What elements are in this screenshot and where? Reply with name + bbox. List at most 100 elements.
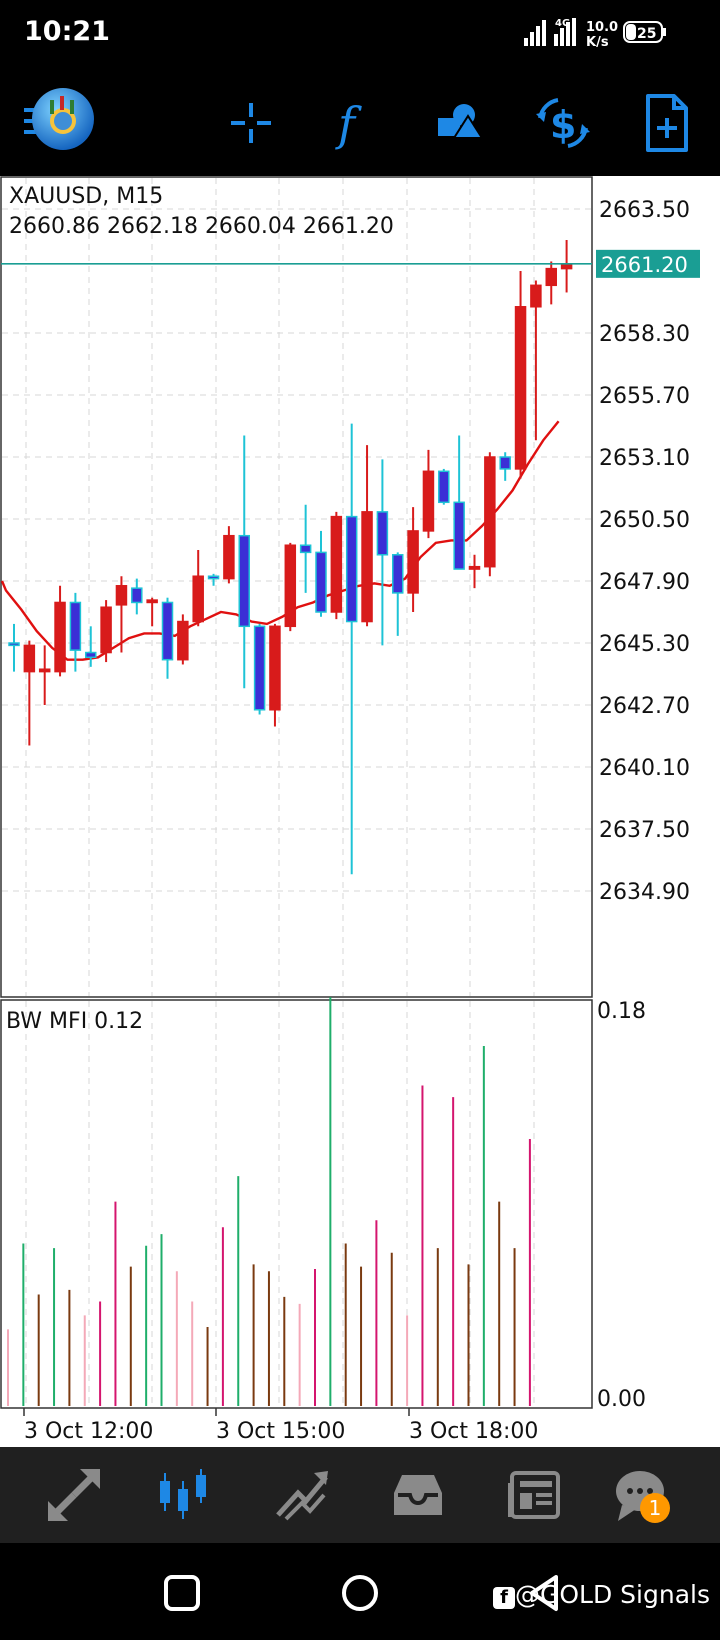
price-axis-label: 2663.50	[599, 198, 690, 223]
candle-body	[131, 587, 143, 604]
candle-body	[330, 515, 343, 613]
add-document-icon[interactable]	[632, 88, 702, 158]
price-axis-label: 2655.70	[599, 384, 690, 409]
battery-level: 25	[637, 26, 656, 42]
candle-body	[192, 575, 204, 623]
candle-body	[376, 511, 389, 556]
speed-unit: K/s	[586, 35, 609, 50]
mfi-bars	[7, 997, 531, 1406]
price-axis-label: 2642.70	[599, 694, 690, 719]
system-nav	[0, 1543, 720, 1640]
indicator-axis-labels: 0.18 0.00	[597, 999, 646, 1412]
indicator-title-text: BW MFI 0.12	[6, 1009, 143, 1034]
chart-area[interactable]: 2663.50 2658.30 2655.70 2653.10 2650.50 2647.…	[0, 176, 720, 1447]
candle-body	[453, 501, 465, 570]
candle-body	[514, 306, 527, 470]
candle-body	[438, 470, 450, 504]
function-icon[interactable]: f	[320, 88, 390, 158]
network-type: 4G	[555, 18, 570, 29]
bottom-nav: 1	[0, 1447, 720, 1543]
indicator-axis-label: 0.18	[597, 999, 646, 1024]
facebook-icon: f	[493, 1587, 515, 1609]
candle-body	[499, 456, 511, 470]
time-axis-label: 3 Oct 15:00	[216, 1419, 345, 1444]
price-axis-label: 2640.10	[599, 756, 690, 781]
candle-body	[361, 511, 373, 623]
svg-text:f: f	[335, 97, 362, 151]
quotes-icon[interactable]	[44, 1465, 104, 1525]
candle-body	[85, 651, 97, 659]
indicator-axis-label: 0.00	[597, 1387, 646, 1412]
candles	[8, 240, 573, 875]
trade-icon[interactable]	[272, 1465, 332, 1525]
candle-body	[238, 534, 250, 628]
chart-svg[interactable]: 2663.50 2658.30 2655.70 2653.10 2650.50 2647.…	[0, 176, 720, 1447]
price-axis-label: 2650.50	[599, 508, 690, 533]
speed-value: 10.0	[586, 20, 618, 35]
signal-icon-1	[524, 20, 546, 46]
objects-icon[interactable]	[424, 88, 494, 158]
app-logo-icon[interactable]	[30, 86, 96, 152]
time-axis-labels: 3 Oct 12:00 3 Oct 15:00 3 Oct 18:00	[23, 1408, 538, 1444]
candle-body	[177, 620, 189, 661]
candle-body	[407, 530, 419, 594]
indicator-pane-frame	[0, 999, 593, 1409]
candle-body	[100, 606, 112, 654]
candle-body	[530, 284, 542, 308]
candle-body	[545, 267, 557, 287]
home-icon[interactable]	[336, 1569, 386, 1619]
price-axis-label: 2647.90	[599, 570, 690, 595]
price-pane-frame	[0, 176, 593, 998]
app-toolbar: f $	[0, 68, 720, 176]
candle-body	[161, 601, 174, 661]
candle-body	[299, 544, 312, 554]
candle-body	[146, 599, 158, 604]
status-time: 10:21	[24, 16, 110, 47]
current-price-tag-text: 2661.20	[601, 253, 688, 277]
watermark: f @GOLD Signals	[493, 1580, 710, 1609]
crosshair-icon[interactable]	[216, 88, 286, 158]
price-axis-label: 2645.30	[599, 632, 690, 657]
candle-body	[253, 625, 266, 711]
time-axis-label: 3 Oct 18:00	[409, 1419, 538, 1444]
candle-body	[8, 642, 20, 647]
candle-body	[284, 544, 297, 628]
candle-body	[315, 551, 327, 613]
price-axis-label: 2653.10	[599, 446, 690, 471]
signal-icon-2	[554, 18, 576, 46]
candle-body	[269, 625, 281, 711]
price-axis-labels: 2663.50 2658.30 2655.70 2653.10 2650.50 2647.…	[599, 198, 690, 905]
candle-body	[54, 601, 66, 673]
history-icon[interactable]	[388, 1465, 448, 1525]
price-axis-label: 2658.30	[599, 322, 690, 347]
recent-apps-icon[interactable]	[160, 1571, 206, 1617]
candle-body	[207, 575, 220, 580]
currency-exchange-icon[interactable]: $	[528, 88, 598, 158]
candle-body	[392, 554, 404, 594]
candle-body	[484, 456, 496, 568]
messages-badge: 1	[640, 1493, 670, 1523]
current-price-tag	[596, 249, 700, 278]
news-icon[interactable]	[504, 1465, 564, 1525]
candle-body	[38, 668, 51, 673]
back-icon[interactable]	[524, 1571, 570, 1617]
battery-icon	[623, 21, 666, 43]
candle-body	[69, 601, 82, 651]
price-axis-label: 2634.90	[599, 880, 690, 905]
candle-body	[468, 565, 481, 570]
candle-body	[223, 534, 235, 580]
candle-body	[115, 585, 128, 606]
signal-battery-icons: 4G 10.0 K/s 25	[524, 18, 666, 50]
symbol-title: XAUUSD, M15	[9, 184, 163, 209]
watermark-text: @GOLD Signals	[515, 1580, 710, 1609]
svg-text:$: $	[550, 103, 576, 147]
time-axis-label: 3 Oct 12:00	[24, 1419, 153, 1444]
grid	[2, 178, 591, 1407]
price-axis-label: 2637.50	[599, 818, 690, 843]
candle-body	[23, 644, 36, 673]
ohlc-values: 2660.86 2662.18 2660.04 2661.20	[9, 214, 394, 239]
candle-body	[345, 515, 358, 623]
status-bar: 10:21 4G 10.0 K/s 25	[0, 0, 720, 68]
candle-body	[422, 470, 435, 532]
chart-icon[interactable]	[154, 1465, 214, 1525]
